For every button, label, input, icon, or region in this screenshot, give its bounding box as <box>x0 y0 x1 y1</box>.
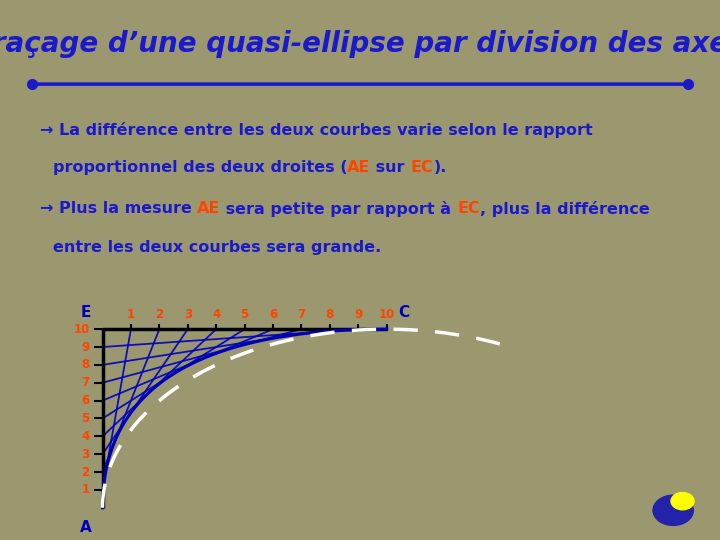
Circle shape <box>671 492 694 510</box>
Circle shape <box>653 495 693 525</box>
Text: 10: 10 <box>73 323 90 336</box>
Text: sur: sur <box>370 160 410 176</box>
Text: 3: 3 <box>184 308 192 321</box>
Text: ).: ). <box>433 160 446 176</box>
Text: → La différence entre les deux courbes varie selon le rapport: → La différence entre les deux courbes v… <box>40 122 593 138</box>
Text: 1: 1 <box>81 483 90 496</box>
Text: → Plus la mesure: → Plus la mesure <box>40 201 197 216</box>
Text: EC: EC <box>410 160 433 176</box>
Text: Traçage d’une quasi-ellipse par division des axes: Traçage d’une quasi-ellipse par division… <box>0 30 720 58</box>
Text: 10: 10 <box>379 308 395 321</box>
Text: 2: 2 <box>81 465 90 478</box>
Text: 1: 1 <box>127 308 135 321</box>
Text: 8: 8 <box>81 359 90 372</box>
Text: , plus la différence: , plus la différence <box>480 201 649 217</box>
Text: C: C <box>398 305 409 320</box>
Text: AE: AE <box>197 201 220 216</box>
Text: 9: 9 <box>354 308 362 321</box>
Text: entre les deux courbes sera grande.: entre les deux courbes sera grande. <box>53 240 381 255</box>
Text: proportionnel des deux droites (: proportionnel des deux droites ( <box>53 160 347 176</box>
Text: 9: 9 <box>81 341 90 354</box>
Text: 5: 5 <box>81 412 90 425</box>
Text: 6: 6 <box>269 308 277 321</box>
Text: 5: 5 <box>240 308 248 321</box>
Text: 6: 6 <box>81 394 90 407</box>
Text: 7: 7 <box>81 376 90 389</box>
Text: A: A <box>80 521 91 535</box>
Text: 4: 4 <box>81 430 90 443</box>
Text: AE: AE <box>347 160 370 176</box>
Text: EC: EC <box>457 201 480 216</box>
Text: 3: 3 <box>81 448 90 461</box>
Text: 8: 8 <box>325 308 334 321</box>
Text: 4: 4 <box>212 308 220 321</box>
Text: 7: 7 <box>297 308 305 321</box>
Text: 2: 2 <box>156 308 163 321</box>
Text: sera petite par rapport à: sera petite par rapport à <box>220 201 457 217</box>
Text: E: E <box>80 305 91 320</box>
